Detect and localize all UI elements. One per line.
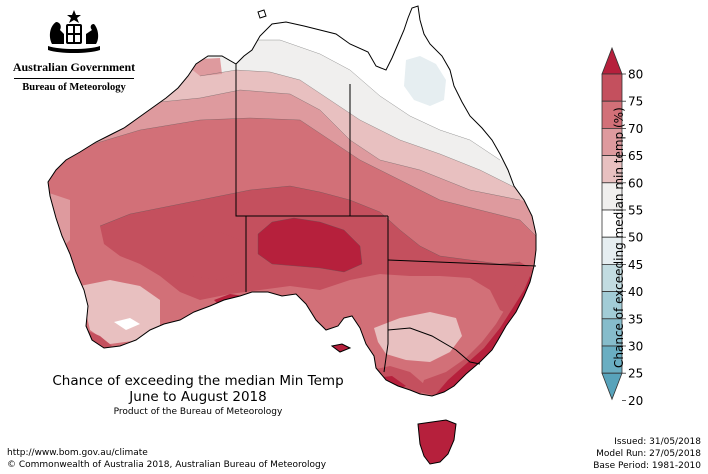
logo-divider: [14, 78, 134, 79]
coastline: [47, 5, 537, 465]
agency-name: Bureau of Meteorology: [22, 82, 126, 93]
map-title: Chance of exceeding the median Min Temp: [52, 373, 344, 389]
legend-tick-label: 30: [628, 340, 643, 354]
colorbar-swatches: [601, 46, 623, 401]
model-run-date: Model Run: 27/05/2018: [596, 449, 701, 459]
legend-arrow-low: [601, 372, 623, 401]
commonwealth-coat-of-arms-icon: [48, 10, 100, 53]
legend-tick-label: 80: [628, 68, 643, 82]
colorbar-legend: 80 75 70 65 60 55 50 45 40 35 30 25 20: [601, 46, 643, 408]
legend-tick-label: 70: [628, 122, 643, 136]
legend-arrow-high: [601, 46, 623, 75]
map-credit: Product of the Bureau of Meteorology: [113, 407, 283, 417]
map-period: June to August 2018: [129, 389, 267, 405]
state-borders: [235, 64, 537, 373]
legend-tick-label: 75: [628, 95, 643, 109]
legend-tick-label: 60: [628, 176, 643, 190]
issued-date: Issued: 31/05/2018: [614, 437, 701, 447]
legend-tick-label: 35: [628, 312, 643, 326]
gov-name: Australian Government: [12, 60, 136, 74]
base-period: Base Period: 1981-2010: [593, 461, 701, 471]
copyright-text: © Commonwealth of Australia 2018, Austra…: [7, 460, 327, 470]
legend-swatch: [601, 73, 623, 102]
colorbar-ticks: 80 75 70 65 60 55 50 45 40 35 30 25 20: [622, 68, 643, 408]
legend-title: Chance of exceeding median min temp (%): [612, 107, 626, 368]
legend-tick-label: 55: [628, 204, 643, 218]
legend-tick-label: 40: [628, 285, 643, 299]
legend-tick-label: 25: [628, 367, 643, 381]
legend-tick-label: 20: [628, 394, 643, 408]
source-link[interactable]: http://www.bom.gov.au/climate: [7, 448, 148, 458]
legend-tick-label: 45: [628, 258, 643, 272]
legend-tick-label: 65: [628, 149, 643, 163]
legend-tick-label: 50: [628, 231, 643, 245]
